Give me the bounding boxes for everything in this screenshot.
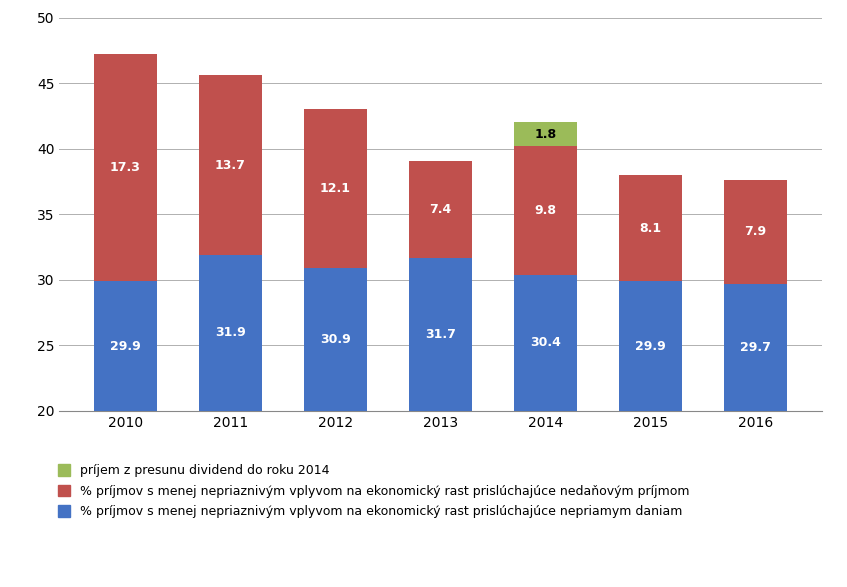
Bar: [724, 284, 787, 587]
Bar: [94, 55, 157, 281]
Text: 7.4: 7.4: [429, 203, 451, 215]
Text: 1.8: 1.8: [534, 128, 556, 141]
Bar: [304, 268, 367, 587]
Text: 13.7: 13.7: [215, 158, 246, 171]
Text: 31.9: 31.9: [215, 326, 246, 339]
Text: 29.9: 29.9: [110, 339, 141, 353]
Text: 30.4: 30.4: [530, 336, 561, 349]
Bar: [514, 123, 577, 146]
Text: 31.7: 31.7: [425, 328, 456, 340]
Bar: [514, 275, 577, 587]
Bar: [409, 258, 472, 587]
Bar: [409, 160, 472, 258]
Bar: [199, 75, 262, 255]
Bar: [514, 146, 577, 275]
Text: 7.9: 7.9: [745, 225, 767, 238]
Bar: [619, 175, 682, 281]
Bar: [619, 281, 682, 587]
Bar: [724, 180, 787, 284]
Bar: [304, 109, 367, 268]
Bar: [199, 255, 262, 587]
Text: 8.1: 8.1: [639, 221, 662, 235]
Text: 29.7: 29.7: [740, 341, 771, 354]
Text: 9.8: 9.8: [534, 204, 556, 217]
Legend: príjem z presunu dividend do roku 2014, % príjmov s menej nepriaznivým vplyvom n: príjem z presunu dividend do roku 2014, …: [58, 464, 690, 518]
Text: 29.9: 29.9: [635, 339, 666, 353]
Text: 30.9: 30.9: [320, 333, 351, 346]
Bar: [94, 281, 157, 587]
Text: 17.3: 17.3: [110, 161, 141, 174]
Text: 12.1: 12.1: [320, 182, 351, 195]
